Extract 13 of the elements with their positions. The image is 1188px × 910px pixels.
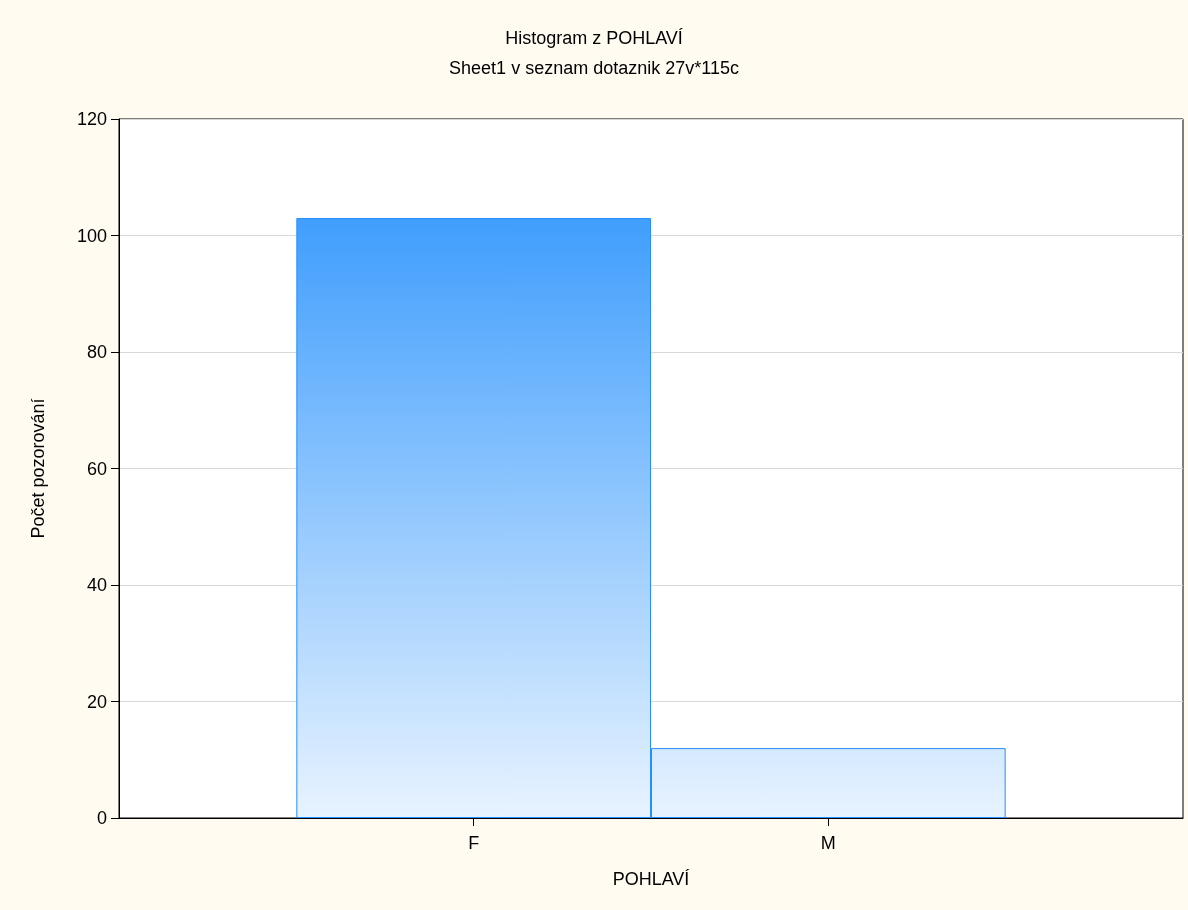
y-tick-label: 120 bbox=[76, 109, 107, 129]
y-axis-title: Počet pozorování bbox=[28, 398, 48, 539]
y-tick-label: 80 bbox=[86, 342, 107, 362]
x-tick-label: M bbox=[820, 833, 836, 853]
chart-subtitle: Sheet1 v seznam dotaznik 27v*115c bbox=[449, 58, 739, 78]
y-tick-label: 40 bbox=[86, 575, 107, 595]
y-tick-label: 100 bbox=[76, 225, 107, 246]
x-axis-title: POHLAVÍ bbox=[612, 869, 690, 889]
x-tick-label: F bbox=[468, 833, 480, 853]
chart-title: Histogram z POHLAVÍ bbox=[505, 28, 683, 48]
y-tick-label: 60 bbox=[86, 458, 107, 479]
y-tick-label: 0 bbox=[96, 808, 107, 828]
y-tick-label: 20 bbox=[86, 691, 107, 712]
